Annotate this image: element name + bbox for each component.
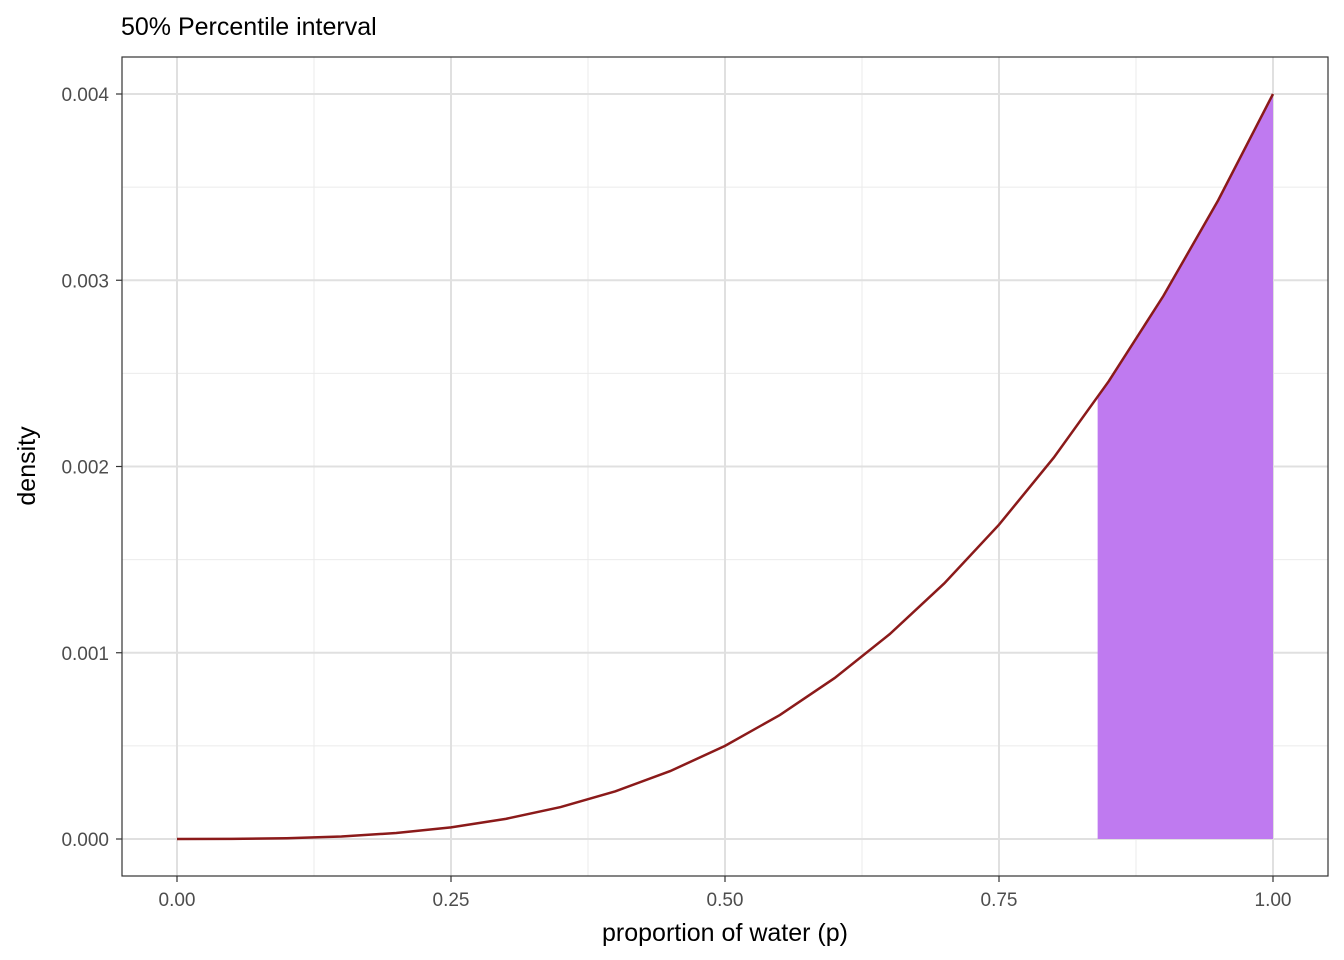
x-axis-title: proportion of water (p) bbox=[602, 919, 848, 947]
y-tick-label: 0.000 bbox=[61, 830, 109, 851]
x-tick-label: 0.50 bbox=[707, 890, 744, 911]
y-tick-label: 0.004 bbox=[61, 85, 109, 106]
x-tick-label: 0.75 bbox=[981, 890, 1018, 911]
y-axis-title: density bbox=[13, 426, 41, 506]
plot-panel bbox=[121, 56, 1329, 877]
shaded-interval-area bbox=[1097, 94, 1273, 839]
x-tick-label: 0.00 bbox=[159, 890, 196, 911]
y-tick-label: 0.003 bbox=[61, 271, 109, 292]
x-tick-label: 0.25 bbox=[433, 890, 470, 911]
y-tick-label: 0.002 bbox=[61, 458, 109, 479]
y-tick-label: 0.001 bbox=[61, 644, 109, 665]
chart-title: 50% Percentile interval bbox=[121, 13, 377, 41]
x-tick-label: 1.00 bbox=[1255, 890, 1292, 911]
density-curve bbox=[176, 93, 1275, 841]
